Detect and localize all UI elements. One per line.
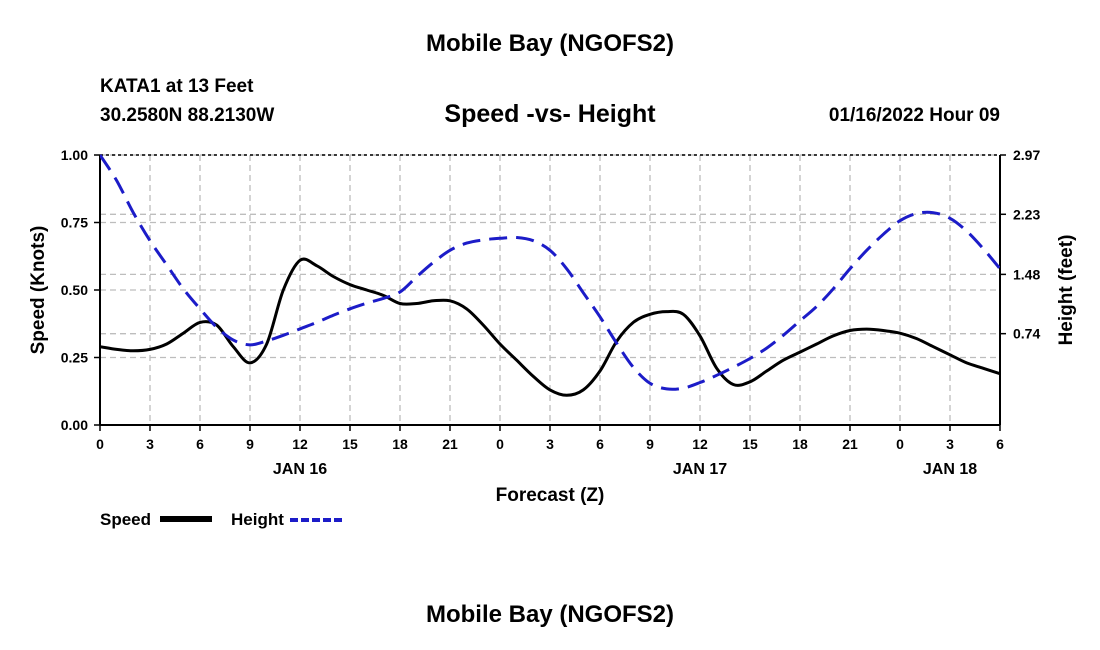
- chart-subtitle: Speed -vs- Height: [444, 100, 656, 128]
- x-tick-label: 3: [946, 436, 954, 452]
- y2-axis-title: Height (feet): [1056, 235, 1077, 346]
- x-tick-label: 12: [292, 436, 308, 452]
- y-tick-label: 0.75: [61, 215, 88, 231]
- x-tick-label: 21: [442, 436, 458, 452]
- height-series-line: [100, 154, 1000, 391]
- x-date-label: JAN 16: [273, 461, 327, 478]
- x-tick-label: 21: [842, 436, 858, 452]
- y2-tick-label: 2.23: [1013, 206, 1040, 222]
- x-tick-label: 15: [342, 436, 358, 452]
- x-tick-label: 3: [546, 436, 554, 452]
- legend-height-label: Height: [231, 510, 284, 529]
- x-tick-label: 0: [96, 436, 104, 452]
- coordinates-label: 30.2580N 88.2130W: [100, 105, 275, 126]
- x-tick-label: 0: [496, 436, 504, 452]
- x-tick-label: 18: [392, 436, 408, 452]
- y-tick-label: 0.00: [61, 417, 88, 433]
- x-tick-label: 6: [596, 436, 604, 452]
- x-tick-label: 15: [742, 436, 758, 452]
- x-date-label: JAN 17: [673, 461, 727, 478]
- speed-series-line: [100, 257, 1000, 397]
- x-tick-label: 3: [146, 436, 154, 452]
- legend-speed-swatch: [160, 516, 212, 522]
- x-tick-label: 9: [646, 436, 654, 452]
- x-date-label: JAN 18: [923, 461, 977, 478]
- forecast-datetime: 01/16/2022 Hour 09: [828, 105, 1000, 126]
- x-tick-label: 18: [792, 436, 808, 452]
- x-tick-label: 12: [692, 436, 708, 452]
- x-axis-title: Forecast (Z): [496, 485, 605, 506]
- page-title: Mobile Bay (NGOFS2): [425, 30, 675, 57]
- y2-tick-label: 1.48: [1013, 266, 1040, 282]
- y2-tick-label: 0.74: [1013, 326, 1040, 342]
- y-tick-label: 1.00: [61, 147, 88, 163]
- y-tick-label: 0.25: [61, 350, 88, 366]
- legend-speed-label: Speed: [100, 510, 152, 529]
- station-label: KATA1 at 13 Feet: [100, 76, 254, 97]
- y2-tick-label: 2.97: [1013, 147, 1040, 163]
- x-tick-label: 9: [246, 436, 254, 452]
- legend-height-swatch: [290, 518, 342, 522]
- footer-title: Mobile Bay (NGOFS2): [425, 601, 675, 628]
- x-tick-label: 6: [196, 436, 204, 452]
- y-axis-title: Speed (Knots): [28, 226, 49, 355]
- x-tick-label: 0: [896, 436, 904, 452]
- y-tick-label: 0.50: [61, 282, 88, 298]
- x-tick-label: 6: [996, 436, 1004, 452]
